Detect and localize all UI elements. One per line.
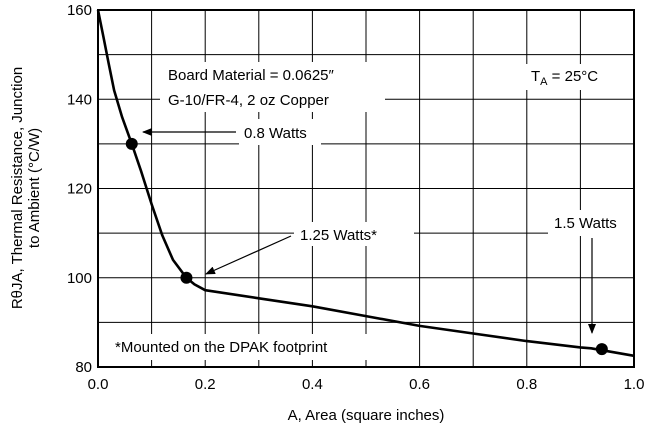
point-label-1-25-watts: 1.25 Watts* (300, 227, 377, 244)
point-label-1-5-watts: 1.5 Watts (554, 215, 617, 232)
data-point (595, 343, 608, 356)
label-box-1-25w (294, 222, 414, 246)
board-material-box (160, 62, 385, 112)
x-tick-label: 0.4 (302, 376, 323, 393)
y-tick-label: 100 (67, 270, 92, 287)
x-tick-label: 0.6 (409, 376, 430, 393)
y-axis-label-line1: RθJA, Thermal Resistance, Junction (9, 67, 26, 309)
board-material-line2: G-10/FR-4, 2 oz Copper (168, 92, 329, 109)
footnote-text: *Mounted on the DPAK footprint (115, 339, 328, 356)
label-box-1-5w (548, 210, 636, 236)
x-axis-label: A, Area (square inches) (288, 407, 445, 424)
x-tick-label: 1.0 (624, 376, 645, 393)
label-box-0-8w (239, 119, 321, 145)
plot-area (96, 9, 635, 358)
x-tick-label: 0.0 (88, 376, 109, 393)
data-point (180, 271, 193, 284)
y-tick-label: 120 (67, 181, 92, 198)
y-tick-label: 160 (67, 2, 92, 19)
point-label-0-8-watts: 0.8 Watts (244, 125, 307, 142)
axis-ticks: 0.0 0.2 0.4 0.6 0.8 1.0 80 100 120 140 160 (67, 2, 644, 393)
y-tick-label: 140 (67, 91, 92, 108)
y-axis-label: RθJA, Thermal Resistance, Junction to Am… (9, 67, 43, 309)
ambient-temp-label: TA = 25°C (531, 68, 598, 88)
x-tick-label: 0.8 (516, 376, 537, 393)
x-tick-label: 0.2 (195, 376, 216, 393)
y-tick-label: 80 (75, 359, 92, 376)
plot-frame (97, 9, 635, 368)
board-material-line1: Board Material = 0.0625″ (168, 67, 335, 84)
arrow-1-25-watts (205, 235, 292, 275)
y-axis-label-line2: to Ambient (°C/W) (26, 128, 43, 248)
ambient-temp-box (525, 64, 605, 90)
footnote-box (110, 334, 376, 360)
data-point (125, 137, 138, 150)
